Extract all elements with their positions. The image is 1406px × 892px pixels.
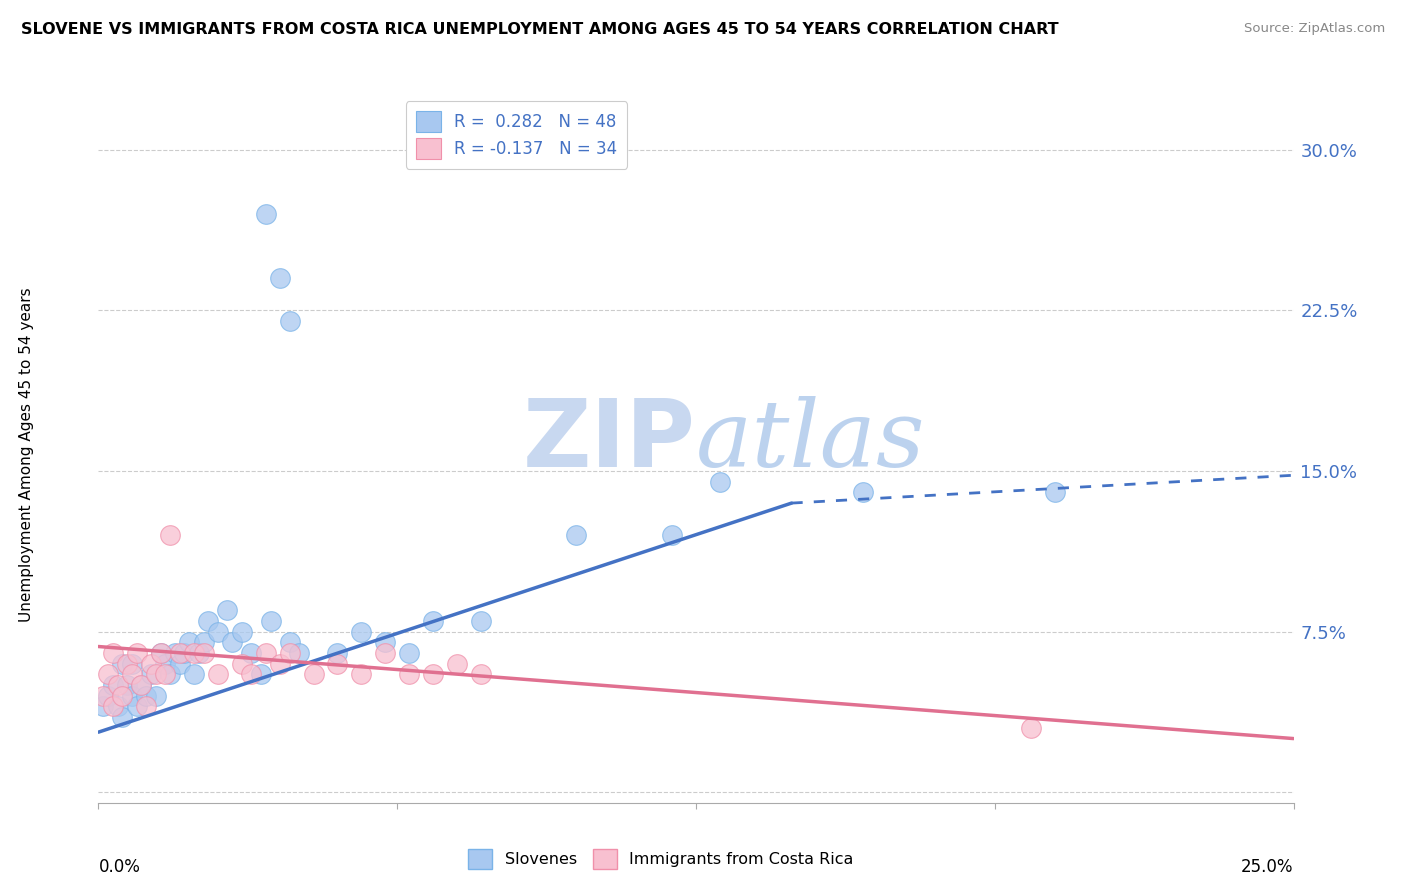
Point — [470, 667, 492, 681]
Point — [101, 678, 124, 692]
Point — [101, 646, 124, 660]
Point — [278, 646, 301, 660]
Point — [259, 614, 281, 628]
Point — [115, 657, 138, 671]
Point — [183, 667, 205, 681]
Point — [111, 689, 134, 703]
Point — [97, 667, 120, 681]
Point — [173, 646, 195, 660]
Point — [135, 699, 157, 714]
Text: SLOVENE VS IMMIGRANTS FROM COSTA RICA UNEMPLOYMENT AMONG AGES 45 TO 54 YEARS COR: SLOVENE VS IMMIGRANTS FROM COSTA RICA UN… — [21, 22, 1059, 37]
Text: atlas: atlas — [696, 396, 925, 486]
Point — [221, 635, 243, 649]
Point — [240, 646, 263, 660]
Text: 0.0%: 0.0% — [98, 858, 141, 877]
Point — [101, 699, 124, 714]
Point — [183, 646, 205, 660]
Point — [278, 635, 301, 649]
Point — [97, 689, 120, 703]
Point — [470, 614, 492, 628]
Point — [159, 528, 181, 542]
Point — [107, 678, 129, 692]
Point — [446, 657, 468, 671]
Point — [254, 207, 277, 221]
Point — [125, 646, 148, 660]
Point — [422, 614, 444, 628]
Point — [111, 710, 134, 724]
Text: ZIP: ZIP — [523, 395, 696, 487]
Point — [374, 635, 396, 649]
Point — [121, 689, 143, 703]
Point — [139, 657, 162, 671]
Point — [207, 624, 229, 639]
Point — [155, 657, 177, 671]
Point — [350, 624, 373, 639]
Point — [398, 646, 420, 660]
Point — [121, 667, 143, 681]
Point — [91, 699, 114, 714]
Legend: Slovenes, Immigrants from Costa Rica: Slovenes, Immigrants from Costa Rica — [461, 843, 860, 875]
Point — [422, 667, 444, 681]
Point — [661, 528, 683, 542]
Point — [131, 678, 153, 692]
Point — [111, 657, 134, 671]
Point — [302, 667, 325, 681]
Point — [350, 667, 373, 681]
Point — [207, 667, 229, 681]
Point — [398, 667, 420, 681]
Point — [145, 689, 167, 703]
Point — [565, 528, 588, 542]
Point — [121, 657, 143, 671]
Point — [169, 657, 191, 671]
Point — [159, 667, 181, 681]
Point — [125, 699, 148, 714]
Point — [139, 667, 162, 681]
Point — [91, 689, 114, 703]
Point — [155, 667, 177, 681]
Point — [193, 635, 215, 649]
Point — [217, 603, 239, 617]
Point — [187, 646, 209, 660]
Point — [169, 646, 191, 660]
Point — [852, 485, 875, 500]
Point — [107, 699, 129, 714]
Point — [149, 646, 172, 660]
Point — [197, 614, 219, 628]
Point — [179, 635, 201, 649]
Point — [231, 657, 253, 671]
Point — [254, 646, 277, 660]
Point — [269, 657, 291, 671]
Text: Source: ZipAtlas.com: Source: ZipAtlas.com — [1244, 22, 1385, 36]
Point — [163, 646, 186, 660]
Point — [145, 667, 167, 681]
Point — [135, 689, 157, 703]
Text: 25.0%: 25.0% — [1241, 858, 1294, 877]
Point — [1043, 485, 1066, 500]
Point — [131, 678, 153, 692]
Point — [288, 646, 311, 660]
Point — [250, 667, 273, 681]
Point — [193, 646, 215, 660]
Point — [374, 646, 396, 660]
Point — [231, 624, 253, 639]
Point — [1019, 721, 1042, 735]
Point — [269, 271, 291, 285]
Point — [115, 678, 138, 692]
Point — [149, 646, 172, 660]
Point — [326, 646, 349, 660]
Point — [278, 314, 301, 328]
Legend: R =  0.282   N = 48, R = -0.137   N = 34: R = 0.282 N = 48, R = -0.137 N = 34 — [406, 102, 627, 169]
Point — [709, 475, 731, 489]
Point — [326, 657, 349, 671]
Point — [240, 667, 263, 681]
Text: Unemployment Among Ages 45 to 54 years: Unemployment Among Ages 45 to 54 years — [20, 287, 34, 623]
